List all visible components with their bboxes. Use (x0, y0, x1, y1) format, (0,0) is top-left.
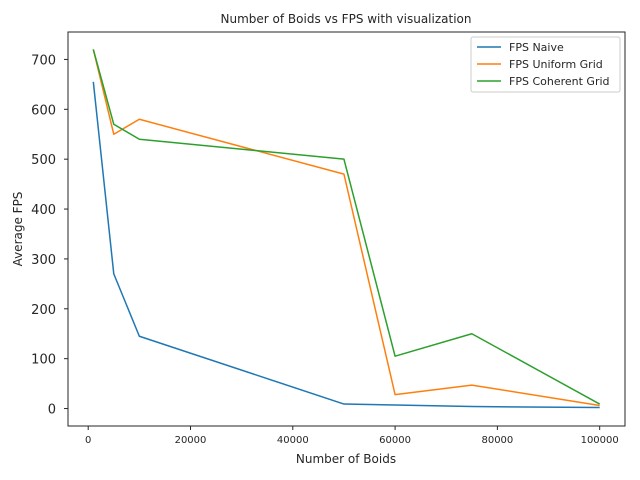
x-tick-label: 100000 (581, 435, 619, 446)
series-line-1 (92, 49, 600, 407)
x-tick-label: 20000 (175, 435, 207, 446)
y-tick-label: 500 (31, 153, 56, 168)
x-tick-label: 0 (85, 435, 91, 446)
y-tick-label: 700 (31, 53, 56, 68)
x-tick-label: 80000 (481, 435, 513, 446)
y-tick-label: 600 (31, 103, 56, 118)
y-tick-label: 0 (48, 403, 56, 418)
plot-area (67, 31, 626, 427)
y-axis-title: Average FPS (11, 192, 25, 267)
series-line-2 (92, 49, 601, 405)
series-layer (92, 49, 601, 409)
x-axis-title: Number of Boids (296, 452, 396, 466)
x-tick-label: 60000 (379, 435, 411, 446)
y-tick-label: 400 (31, 203, 56, 218)
legend-label-0: FPS Naive (509, 41, 564, 54)
legend-box (470, 36, 621, 93)
legend: FPS Naive FPS Uniform Grid FPS Coherent Gr… (470, 36, 621, 93)
x-tick-label: 40000 (277, 435, 309, 446)
y-tick-label: 200 (31, 303, 56, 318)
y-axis: 0 100 200 300 400 500 600 700 (31, 53, 68, 418)
legend-label-1: FPS Uniform Grid (509, 58, 603, 71)
chart-title: Number of Boids vs FPS with visualizatio… (221, 12, 472, 26)
y-tick-label: 300 (31, 253, 56, 268)
series-line-0 (92, 81, 600, 409)
x-axis: 0 20000 40000 60000 80000 100000 (85, 426, 619, 446)
y-tick-label: 100 (31, 353, 56, 368)
legend-label-2: FPS Coherent Grid (509, 75, 610, 88)
